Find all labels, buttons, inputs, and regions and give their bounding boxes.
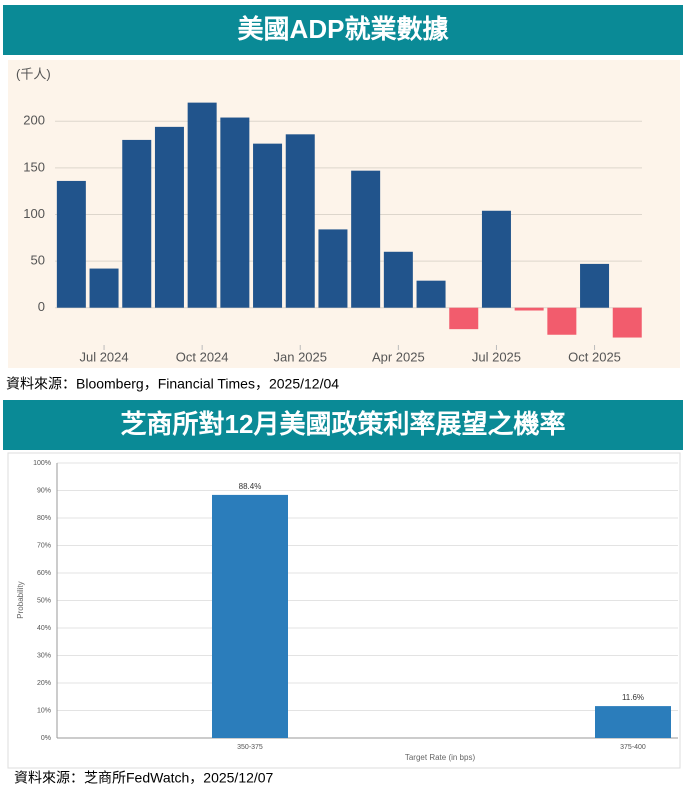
- y-tick-label: 10%: [37, 707, 51, 714]
- banner: [3, 400, 683, 450]
- y-tick-label: 100%: [33, 460, 51, 467]
- chart-background: [7, 452, 681, 769]
- y-tick-label: 80%: [37, 515, 51, 522]
- x-axis-label: Target Rate (in bps): [405, 753, 476, 762]
- source-note: 資料來源：芝商所FedWatch，2025/12/07: [14, 770, 274, 786]
- bar: [547, 307, 577, 335]
- bar: [416, 280, 446, 308]
- bar: [595, 706, 671, 738]
- data-label: 11.6%: [622, 693, 644, 702]
- y-axis-label: Probability: [16, 581, 25, 618]
- y-axis-label: (千人): [16, 66, 51, 81]
- bar: [122, 139, 152, 308]
- bar: [580, 263, 610, 308]
- y-tick-label: 50%: [37, 597, 51, 604]
- bar: [154, 126, 184, 308]
- y-tick-label: 0%: [41, 735, 51, 742]
- y-tick-label: 90%: [37, 487, 51, 494]
- banner-title: 芝商所對12月美國政策利率展望之機率: [121, 409, 566, 439]
- bar: [212, 494, 288, 738]
- bar: [481, 210, 511, 308]
- y-tick-label: 150: [23, 159, 45, 174]
- bar: [612, 307, 642, 338]
- x-tick-label: Oct 2025: [568, 349, 621, 364]
- bar: [253, 143, 283, 308]
- y-tick-label: 200: [23, 113, 45, 128]
- bar: [89, 268, 119, 308]
- bar: [351, 170, 381, 308]
- bar: [285, 134, 315, 308]
- y-tick-label: 60%: [37, 570, 51, 577]
- data-label: 88.4%: [239, 482, 262, 491]
- y-tick-label: 70%: [37, 542, 51, 549]
- y-tick-label: 20%: [37, 680, 51, 687]
- bar: [514, 307, 544, 311]
- x-tick-label: Jul 2024: [79, 349, 128, 364]
- x-tick-label: Jul 2025: [472, 349, 521, 364]
- x-tick-label: 375-400: [620, 744, 646, 751]
- y-tick-label: 30%: [37, 652, 51, 659]
- y-tick-label: 0: [38, 299, 45, 314]
- bar: [187, 102, 217, 308]
- banner: [3, 5, 683, 55]
- bar: [56, 180, 86, 308]
- y-tick-label: 50: [31, 253, 45, 268]
- y-tick-label: 100: [23, 206, 45, 221]
- banner-title: 美國ADP就業數據: [238, 14, 450, 44]
- source-note: 資料來源：Bloomberg，Financial Times，2025/12/0…: [6, 376, 339, 392]
- x-tick-label: 350-375: [237, 744, 263, 751]
- bar: [383, 251, 413, 308]
- bar: [449, 307, 479, 330]
- bar: [318, 229, 348, 308]
- x-tick-label: Oct 2024: [176, 349, 229, 364]
- y-tick-label: 40%: [37, 625, 51, 632]
- x-tick-label: Apr 2025: [372, 349, 425, 364]
- x-tick-label: Jan 2025: [274, 349, 328, 364]
- bar: [220, 117, 250, 308]
